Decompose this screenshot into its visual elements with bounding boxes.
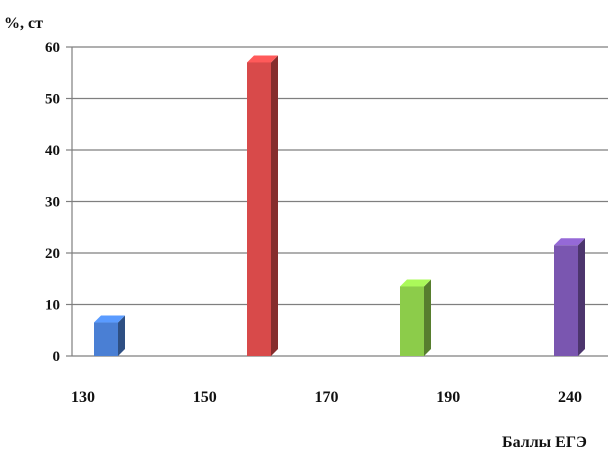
bar-front [247, 62, 271, 356]
axis-layer [66, 46, 608, 357]
bar-top [94, 315, 125, 323]
bar-side [271, 55, 278, 356]
bar-top [247, 55, 278, 63]
bar-side [578, 238, 585, 356]
bar-front [94, 322, 118, 356]
y-tick-label: 20 [45, 246, 60, 262]
bar [94, 315, 125, 356]
bar-side [424, 279, 431, 356]
bar [400, 279, 431, 356]
x-tick-label: 130 [71, 389, 95, 406]
x-axis-label: Баллы ЕГЭ [502, 434, 587, 450]
label-layer: %, ст Баллы ЕГЭ 0 10 20 30 40 50 60 130 150 170 19… [4, 15, 587, 451]
x-tick-label: 190 [436, 389, 460, 406]
y-tick-label: 40 [45, 143, 60, 159]
bar-front [400, 286, 424, 356]
bar-top [400, 279, 431, 287]
bar [247, 55, 278, 356]
y-tick-label: 60 [45, 40, 60, 56]
y-axis-label: %, ст [4, 15, 43, 32]
bar-front [554, 245, 578, 356]
y-tick-label: 50 [45, 92, 60, 108]
bar-side [118, 315, 125, 356]
x-tick-label: 240 [558, 389, 582, 406]
y-tick-label: 10 [45, 298, 60, 314]
grid-layer [72, 46, 608, 306]
bar-layer [94, 55, 585, 356]
x-tick-label: 170 [315, 389, 339, 406]
x-tick-label: 150 [193, 389, 217, 406]
y-tick-label: 30 [45, 195, 60, 211]
bar [554, 238, 585, 356]
y-tick-label: 0 [53, 349, 61, 365]
bar-top [554, 238, 585, 246]
